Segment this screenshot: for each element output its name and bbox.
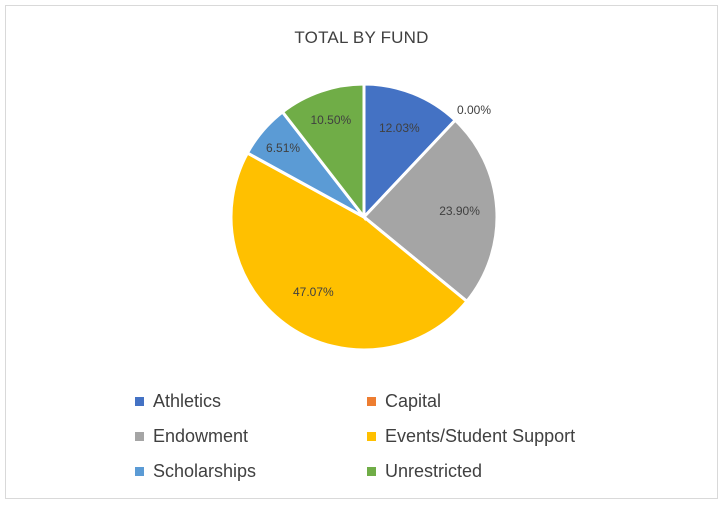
data-label-capital: 0.00%	[457, 103, 491, 117]
legend-item-scholarships: Scholarships	[135, 460, 367, 482]
pie-slice-unrestricted	[280, 82, 366, 222]
legend-label-events-student-support: Events/Student Support	[385, 425, 576, 446]
legend-swatch-scholarships	[135, 466, 144, 476]
legend-label-scholarships: Scholarships	[153, 460, 257, 481]
legend-label-unrestricted: Unrestricted	[385, 460, 483, 481]
legend-item-endowment: Endowment	[135, 425, 367, 447]
pie-slice-athletics	[362, 82, 458, 221]
data-label-scholarships: 6.51%	[266, 141, 300, 155]
chart-title: TOTAL BY FUND	[294, 28, 429, 47]
legend-swatch-capital	[367, 396, 376, 406]
legend-item-capital: Capital	[367, 390, 647, 412]
chart-legend: Athletics Capital Endowment Events/Student …	[135, 390, 655, 482]
legend-label-endowment: Endowment	[153, 425, 249, 446]
pie-slice-endowment	[361, 118, 499, 304]
data-label-unrestricted: 10.50%	[310, 113, 351, 127]
legend-swatch-athletics	[135, 396, 144, 406]
pie-slice-events-student-support	[229, 150, 469, 352]
legend-swatch-endowment	[135, 431, 144, 441]
data-label-events-student-support: 47.07%	[293, 285, 334, 299]
data-label-endowment: 23.90%	[439, 204, 480, 218]
legend-label-athletics: Athletics	[153, 390, 222, 411]
legend-item-athletics: Athletics	[135, 390, 367, 412]
legend-label-capital: Capital	[385, 390, 442, 411]
legend-swatch-events-student-support	[367, 431, 376, 441]
legend-item-events-student-support: Events/Student Support	[367, 425, 647, 447]
data-label-athletics: 12.03%	[379, 121, 420, 135]
legend-item-unrestricted: Unrestricted	[367, 460, 647, 482]
legend-swatch-unrestricted	[367, 466, 376, 476]
